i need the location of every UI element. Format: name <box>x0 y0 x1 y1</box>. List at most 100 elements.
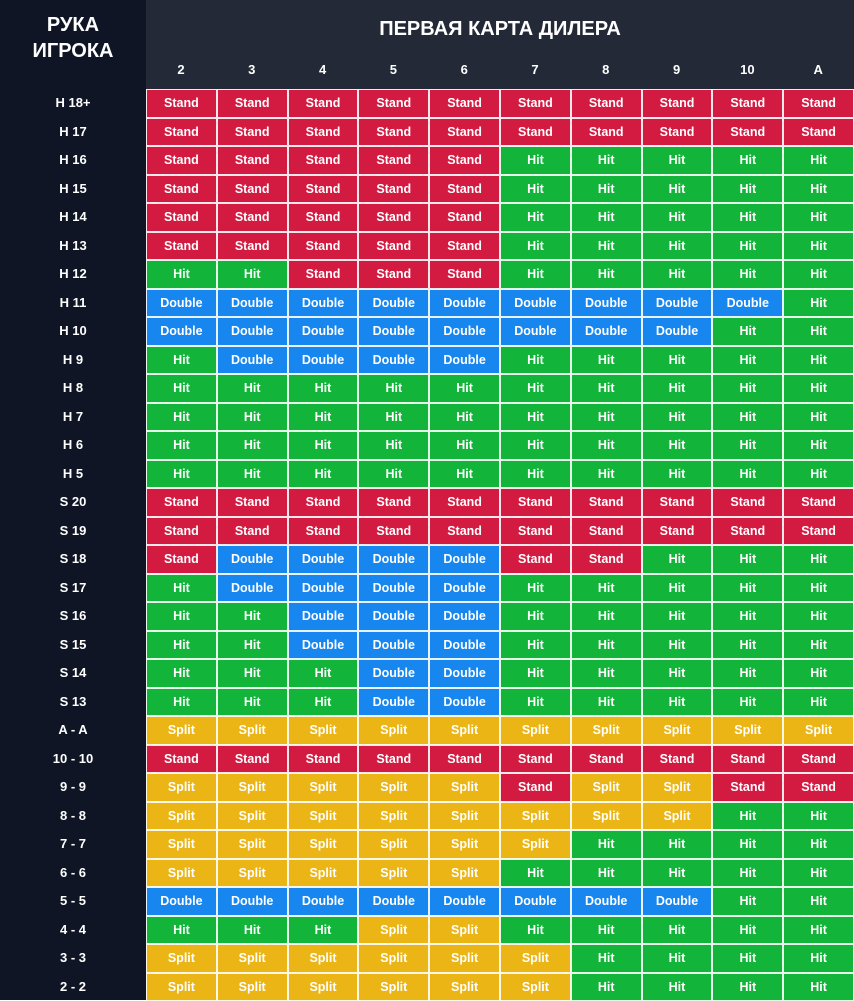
action-cell: Stand <box>712 488 783 517</box>
action-cell: Hit <box>712 146 783 175</box>
action-cell: Double <box>358 602 429 631</box>
action-cell: Stand <box>288 232 359 261</box>
action-cell: Split <box>146 830 217 859</box>
action-cell: Hit <box>288 659 359 688</box>
action-cell: Hit <box>783 431 854 460</box>
action-cell: Stand <box>288 517 359 546</box>
row-label: H 9 <box>0 346 146 374</box>
action-cell: Hit <box>783 374 854 403</box>
action-cell: Stand <box>429 232 500 261</box>
action-cell: Split <box>571 773 642 802</box>
action-cell: Hit <box>783 602 854 631</box>
row-label: H 7 <box>0 403 146 431</box>
action-cell: Hit <box>783 289 854 318</box>
action-cell: Split <box>217 973 288 1001</box>
dealer-title: ПЕРВАЯ КАРТА ДИЛЕРА <box>146 18 854 41</box>
action-cell: Hit <box>712 374 783 403</box>
action-cell: Split <box>358 773 429 802</box>
row-label: H 17 <box>0 118 146 146</box>
action-cell: Double <box>288 602 359 631</box>
action-cell: Double <box>429 887 500 916</box>
action-cell: Hit <box>783 203 854 232</box>
action-cell: Stand <box>429 118 500 147</box>
action-cell: Hit <box>642 859 713 888</box>
action-cell: Double <box>288 545 359 574</box>
action-cell: Double <box>429 574 500 603</box>
player-hand-title-line2: ИГРОКА <box>0 38 146 64</box>
action-cell: Stand <box>500 517 571 546</box>
action-cell: Stand <box>288 745 359 774</box>
action-cell: Stand <box>146 517 217 546</box>
action-cell: Split <box>146 859 217 888</box>
action-cell: Hit <box>642 602 713 631</box>
action-cell: Split <box>429 859 500 888</box>
action-cell: Hit <box>500 203 571 232</box>
action-cell: Stand <box>217 517 288 546</box>
action-cell: Hit <box>146 602 217 631</box>
action-cell: Split <box>783 716 854 745</box>
action-cell: Hit <box>217 403 288 432</box>
action-cell: Hit <box>146 260 217 289</box>
action-cell: Hit <box>642 374 713 403</box>
action-cell: Hit <box>783 830 854 859</box>
action-cell: Double <box>429 602 500 631</box>
action-cell: Hit <box>571 460 642 489</box>
action-cell: Hit <box>783 574 854 603</box>
action-cell: Hit <box>712 545 783 574</box>
dealer-card-0: 2 <box>146 58 216 82</box>
player-hand-title-line1: РУКА <box>0 12 146 38</box>
action-cell: Hit <box>358 403 429 432</box>
action-cell: Hit <box>217 659 288 688</box>
action-cell: Stand <box>288 118 359 147</box>
action-cell: Stand <box>712 118 783 147</box>
action-cell: Stand <box>288 146 359 175</box>
action-cell: Stand <box>500 89 571 118</box>
action-cell: Hit <box>146 346 217 375</box>
dealer-card-8: 10 <box>712 58 782 82</box>
action-cell: Hit <box>500 859 571 888</box>
row-label: H 12 <box>0 260 146 288</box>
action-cell: Hit <box>783 659 854 688</box>
row-label: S 15 <box>0 631 146 659</box>
action-cell: Stand <box>500 545 571 574</box>
action-cell: Hit <box>571 374 642 403</box>
action-cell: Stand <box>358 89 429 118</box>
action-cell: Stand <box>500 118 571 147</box>
action-cell: Hit <box>712 602 783 631</box>
action-cell: Stand <box>642 118 713 147</box>
action-cell: Split <box>146 944 217 973</box>
action-cell: Stand <box>429 488 500 517</box>
action-cell: Split <box>500 802 571 831</box>
action-cell: Split <box>429 973 500 1001</box>
action-cell: Hit <box>712 460 783 489</box>
action-cell: Hit <box>571 431 642 460</box>
action-cell: Hit <box>642 175 713 204</box>
action-cell: Double <box>358 289 429 318</box>
dealer-card-4: 6 <box>429 58 499 82</box>
dealer-card-3: 5 <box>358 58 428 82</box>
dealer-card-6: 8 <box>571 58 641 82</box>
action-cell: Hit <box>783 403 854 432</box>
action-cell: Stand <box>146 232 217 261</box>
action-cell: Hit <box>146 916 217 945</box>
action-cell: Hit <box>642 916 713 945</box>
action-cell: Stand <box>783 118 854 147</box>
action-cell: Hit <box>642 203 713 232</box>
action-cell: Hit <box>429 431 500 460</box>
action-cell: Split <box>146 973 217 1001</box>
action-cell: Hit <box>571 203 642 232</box>
action-cell: Stand <box>783 745 854 774</box>
action-cell: Split <box>288 802 359 831</box>
action-cell: Double <box>429 346 500 375</box>
action-cell: Stand <box>217 745 288 774</box>
action-cell: Hit <box>358 460 429 489</box>
row-label: S 16 <box>0 602 146 630</box>
action-cell: Hit <box>783 175 854 204</box>
action-cell: Hit <box>500 574 571 603</box>
action-cell: Hit <box>642 232 713 261</box>
action-cell: Split <box>146 716 217 745</box>
action-cell: Split <box>217 716 288 745</box>
